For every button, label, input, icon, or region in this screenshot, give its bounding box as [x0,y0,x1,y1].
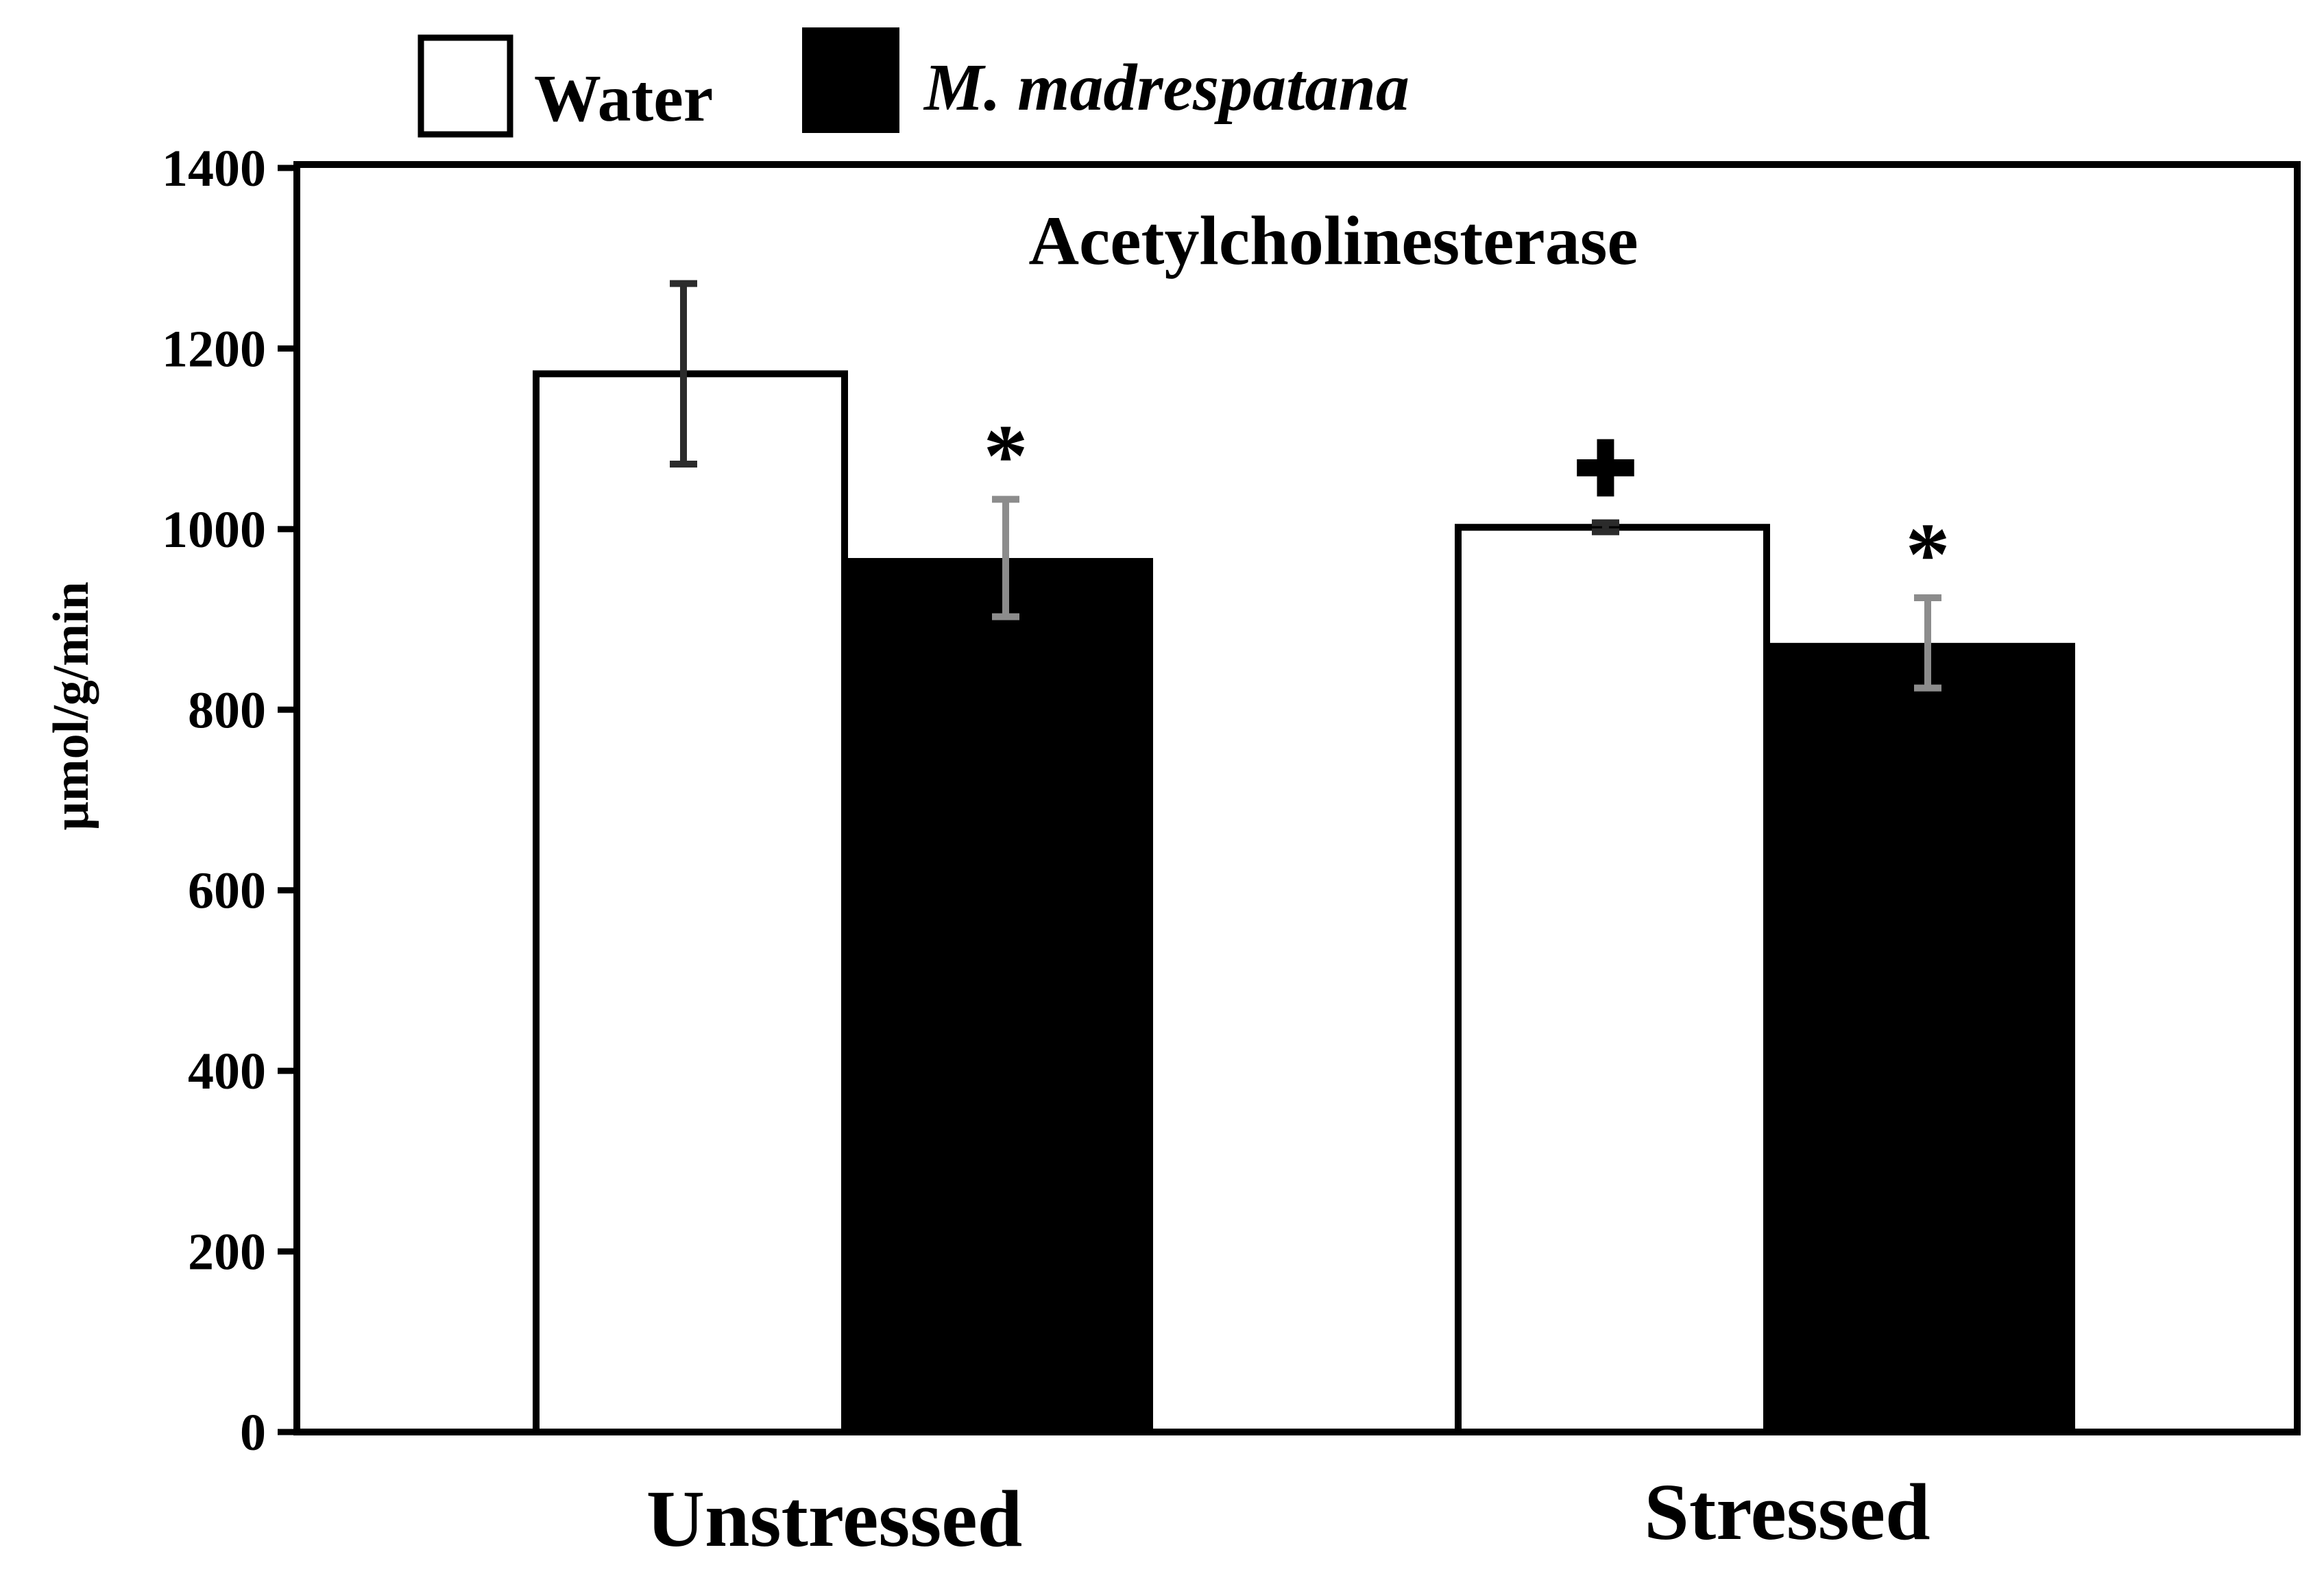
legend-swatch-water [417,34,513,138]
legend-label-water: Water [534,62,713,136]
error-bar [1914,594,1941,692]
error-bar [992,496,1019,620]
error-bar [1592,519,1619,535]
y-axis: 0 200 400 600 800 1000 1200 1400 [162,140,297,1461]
bar-water-stressed [1455,524,1770,1435]
significance-cross: ✚ [1574,428,1637,512]
y-tick-label: 200 [188,1224,266,1281]
y-tick-label: 1000 [162,501,266,559]
y-tick-label: 1200 [162,320,266,378]
bar-m-madrespatana-stressed [1767,642,2075,1432]
y-tick-label: 400 [188,1043,266,1100]
significance-markers: * ✚ * [984,407,1950,604]
error-bars [670,280,1941,692]
legend-swatch-m-madrespatana [802,27,899,133]
y-tick-label: 0 [240,1404,266,1461]
y-axis-title: µmol/g/min [43,581,99,830]
y-tick-label: 1400 [162,140,266,197]
bar-water-unstressed [533,370,848,1435]
category-label-unstressed: Unstressed [646,1474,1023,1564]
chart-title: Acetylcholinesterase [1028,202,1638,280]
legend: Water M. madrespatana [417,27,1409,138]
significance-asterisk: * [984,407,1028,505]
bar-m-madrespatana-unstressed [845,558,1153,1432]
significance-asterisk: * [1906,505,1950,604]
legend-label-m-madrespatana: M. madrespatana [923,51,1409,125]
error-bar [670,280,697,468]
bars [533,370,2075,1435]
x-axis: Unstressed Stressed [646,1467,1930,1564]
y-tick-label: 600 [188,862,266,920]
y-tick-label: 800 [188,681,266,739]
plot-frame [293,161,2301,1435]
category-label-stressed: Stressed [1644,1467,1930,1557]
